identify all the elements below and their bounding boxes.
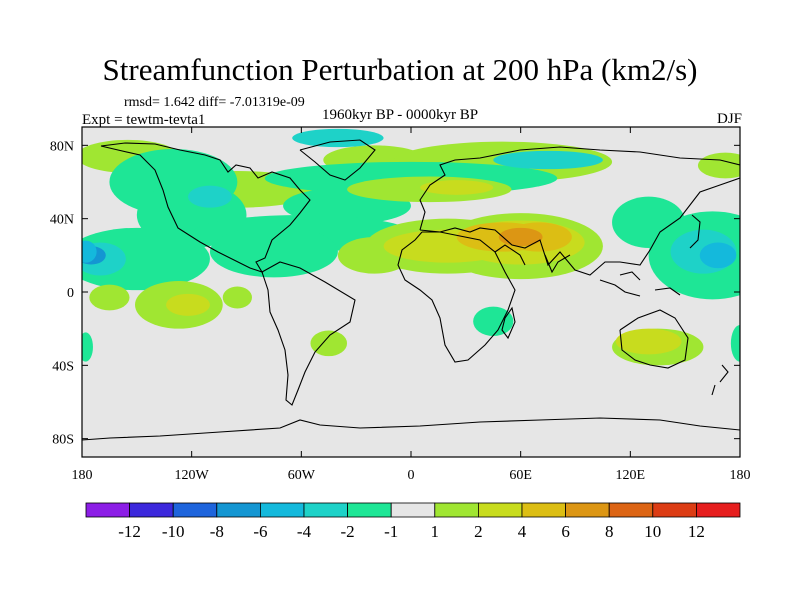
colorbar-label-9: 4: [518, 522, 527, 541]
chart-title: Streamfunction Perturbation at 200 hPa (…: [102, 52, 698, 87]
colorbar-label-2: -8: [210, 522, 224, 541]
x-tick-label-1: 120W: [175, 468, 210, 483]
field-region-10: [82, 227, 210, 291]
field-region-11: [209, 226, 338, 278]
field-region-41: [82, 240, 97, 263]
colorbar-label-8: 2: [474, 522, 483, 541]
colorbar-box-10: [521, 502, 566, 518]
x-tick-label-2: 60W: [288, 468, 316, 483]
x-axis: 180 120W 60W 0 60E 120E 180: [72, 127, 751, 483]
x-tick-label-5: 120E: [616, 468, 646, 483]
colorbar: -12 -10 -8 -6 -4 -2 -1 1 2 4 6 8 10 12: [85, 502, 741, 541]
colorbar-label-6: -1: [384, 522, 398, 541]
y-axis: 80N 40N 0 40S 80S: [50, 139, 740, 448]
season-label: DJF: [716, 111, 742, 127]
x-tick-label-4: 60E: [509, 468, 532, 483]
colorbar-box-12: [608, 502, 654, 518]
colorbar-label-3: -6: [253, 522, 267, 541]
coast-japan: [689, 214, 701, 249]
experiment-label: Expt = tewtm-tevta1: [82, 112, 206, 128]
field-region-34: [615, 328, 682, 355]
x-tick-label-3: 0: [408, 468, 415, 483]
y-tick-label-2: 0: [67, 286, 74, 301]
field-region-21: [166, 293, 210, 316]
field-region-35: [82, 332, 93, 362]
colorbar-label-4: -4: [297, 522, 312, 541]
coast-antarctica: [82, 417, 740, 441]
colorbar-box-7: [390, 502, 436, 518]
colorbar-label-7: 1: [431, 522, 440, 541]
field-region-18: [420, 180, 494, 195]
coastlines: [82, 139, 740, 441]
coast-new-zealand: [711, 364, 729, 396]
colorbar-box-5: [303, 502, 348, 518]
colorbar-label-1: -10: [162, 522, 185, 541]
coast-north-america: [100, 142, 311, 273]
x-tick-label-6: 180: [730, 468, 751, 483]
colorbar-box-11: [565, 502, 610, 518]
field-region-4: [697, 152, 740, 179]
field-region-40: [699, 242, 737, 269]
colorbar-box-1: [129, 502, 174, 518]
field-region-14: [493, 150, 603, 170]
period-label: 1960kyr BP - 0000kyr BP: [322, 107, 479, 123]
y-tick-label-4: 80S: [52, 433, 74, 448]
field-region-36: [730, 325, 740, 362]
colorbar-box-8: [434, 502, 479, 518]
colorbar-label-10: 6: [561, 522, 570, 541]
coast-south-america: [261, 261, 356, 406]
colorbar-box-9: [477, 502, 523, 518]
field-region-12: [188, 185, 232, 208]
coast-eurasia: [419, 146, 740, 276]
coast-madagascar: [501, 306, 516, 340]
colorbar-label-0: -12: [118, 522, 141, 541]
colorbar-label-13: 12: [688, 522, 705, 541]
field-region-22: [222, 286, 252, 309]
y-tick-label-1: 40N: [50, 213, 74, 228]
field-layer: [82, 128, 740, 366]
stats-label: rmsd= 1.642 diff= -7.01319e-09: [124, 95, 305, 110]
colorbar-box-13: [652, 502, 697, 518]
field-region-23: [310, 330, 348, 357]
x-tick-label-0: 180: [72, 468, 93, 483]
coast-africa: [397, 231, 516, 363]
coast-australia: [619, 309, 689, 369]
coast-greenland: [299, 139, 376, 181]
y-tick-label-3: 40S: [52, 359, 74, 374]
colorbar-box-4: [259, 502, 305, 518]
colorbar-box-14: [696, 502, 741, 518]
y-tick-label-0: 80N: [50, 139, 74, 154]
field-region-32: [473, 306, 514, 337]
colorbar-box-6: [347, 502, 392, 518]
colorbar-box-2: [172, 502, 218, 518]
colorbar-label-12: 10: [644, 522, 661, 541]
field-region-31: [498, 227, 543, 247]
colorbar-label-5: -2: [341, 522, 355, 541]
coast-indonesia: [599, 271, 681, 297]
field-region-19: [89, 284, 130, 311]
colorbar-label-11: 8: [605, 522, 614, 541]
coast-arabia-india: [494, 244, 571, 274]
colorbar-box-3: [216, 502, 261, 518]
field-region-13: [292, 128, 384, 148]
colorbar-box-0: [85, 502, 130, 518]
